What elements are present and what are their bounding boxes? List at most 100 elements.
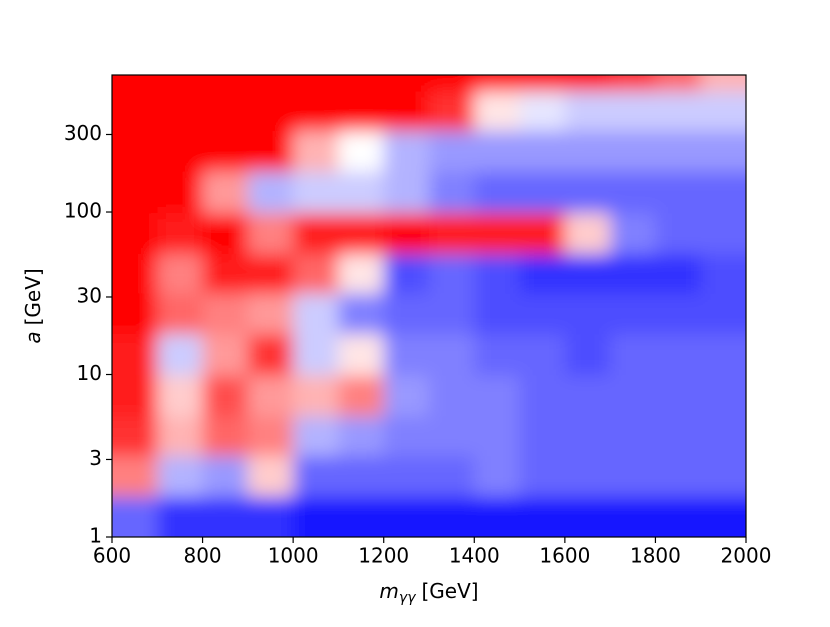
y-tick-label: 100 xyxy=(64,199,102,223)
heatmap-cell xyxy=(202,333,249,376)
heatmap-cell xyxy=(655,212,702,254)
heatmap-cell xyxy=(247,170,295,214)
heatmap-cell xyxy=(474,415,521,456)
heatmap-cell xyxy=(519,90,566,131)
heatmap-cell xyxy=(610,129,657,172)
heatmap-cell xyxy=(519,252,566,294)
heatmap-cell xyxy=(202,292,249,335)
heatmap-cell xyxy=(338,495,385,537)
heatmap xyxy=(112,75,746,537)
heatmap-cell xyxy=(655,170,702,214)
heatmap-cell xyxy=(247,90,295,131)
heatmap-cell xyxy=(338,292,385,335)
heatmap-cell xyxy=(429,90,476,131)
heatmap-cell xyxy=(112,90,159,131)
heatmap-cell xyxy=(700,170,746,214)
heatmap-cell xyxy=(383,292,430,335)
heatmap-cell xyxy=(202,170,249,214)
heatmap-cell xyxy=(383,212,430,254)
heatmap-cell xyxy=(202,454,249,497)
heatmap-cell xyxy=(157,374,204,417)
heatmap-cell xyxy=(700,292,746,335)
heatmap-cell xyxy=(700,415,746,456)
heatmap-cell xyxy=(112,129,159,172)
heatmap-cell xyxy=(383,90,430,131)
heatmap-cell xyxy=(564,75,612,92)
heatmap-cell xyxy=(700,212,746,254)
heatmap-cell xyxy=(338,129,385,172)
heatmap-cell xyxy=(519,454,566,497)
x-tick-label: 2000 xyxy=(721,544,772,568)
heatmap-cell xyxy=(338,454,385,497)
heatmap-cell xyxy=(247,129,295,172)
heatmap-cell xyxy=(429,374,476,417)
heatmap-cell xyxy=(655,129,702,172)
heatmap-cell xyxy=(564,374,612,417)
heatmap-cell xyxy=(429,495,476,537)
heatmap-cell xyxy=(338,415,385,456)
y-tick-label: 1 xyxy=(89,524,102,548)
heatmap-cell xyxy=(112,212,159,254)
x-tick-label: 1200 xyxy=(358,544,409,568)
heatmap-cell xyxy=(700,90,746,131)
heatmap-cell xyxy=(157,292,204,335)
heatmap-cell xyxy=(474,129,521,172)
heatmap-cell xyxy=(247,75,295,92)
heatmap-cell xyxy=(383,495,430,537)
heatmap-cell xyxy=(519,129,566,172)
heatmap-cell xyxy=(293,212,340,254)
heatmap-cell xyxy=(293,75,340,92)
heatmap-cell xyxy=(700,495,746,537)
heatmap-cell xyxy=(112,495,159,537)
heatmap-cell xyxy=(610,292,657,335)
heatmap-cell xyxy=(383,252,430,294)
heatmap-cell xyxy=(338,170,385,214)
heatmap-cell xyxy=(202,75,249,92)
heatmap-cell xyxy=(700,333,746,376)
heatmap-cell xyxy=(112,333,159,376)
x-tick-label: 600 xyxy=(93,544,131,568)
heatmap-cell xyxy=(474,495,521,537)
heatmap-cell xyxy=(202,374,249,417)
heatmap-cell xyxy=(564,333,612,376)
heatmap-cell xyxy=(338,374,385,417)
heatmap-cell xyxy=(429,129,476,172)
heatmap-cell xyxy=(474,212,521,254)
heatmap-cell xyxy=(610,495,657,537)
heatmap-cell xyxy=(157,333,204,376)
heatmap-cell xyxy=(112,454,159,497)
heatmap-cell xyxy=(519,292,566,335)
heatmap-cell xyxy=(202,212,249,254)
heatmap-cell xyxy=(655,415,702,456)
heatmap-cell xyxy=(247,454,295,497)
y-tick-label: 30 xyxy=(77,283,102,307)
heatmap-cell xyxy=(293,170,340,214)
heatmap-cell xyxy=(519,75,566,92)
heatmap-cell xyxy=(474,252,521,294)
heatmap-cell xyxy=(293,252,340,294)
heatmap-cell xyxy=(338,333,385,376)
heatmap-cell xyxy=(474,90,521,131)
heatmap-cell xyxy=(383,170,430,214)
heatmap-cell xyxy=(112,415,159,456)
heatmap-cell xyxy=(564,90,612,131)
heatmap-cell xyxy=(610,170,657,214)
heatmap-cell xyxy=(519,333,566,376)
heatmap-cell xyxy=(564,454,612,497)
heatmap-cell xyxy=(474,292,521,335)
heatmap-cell xyxy=(610,374,657,417)
heatmap-cell xyxy=(655,75,702,92)
heatmap-cell xyxy=(429,212,476,254)
heatmap-cell xyxy=(429,170,476,214)
heatmap-cell xyxy=(338,75,385,92)
heatmap-cell xyxy=(247,374,295,417)
heatmap-cell xyxy=(564,495,612,537)
heatmap-cell xyxy=(610,415,657,456)
x-label-symbol: m xyxy=(379,579,398,603)
x-tick-label: 1000 xyxy=(268,544,319,568)
heatmap-cell xyxy=(247,333,295,376)
heatmap-cell xyxy=(655,292,702,335)
heatmap-cell xyxy=(519,374,566,417)
y-label-unit: [GeV] xyxy=(21,268,45,325)
heatmap-cell xyxy=(112,75,159,92)
